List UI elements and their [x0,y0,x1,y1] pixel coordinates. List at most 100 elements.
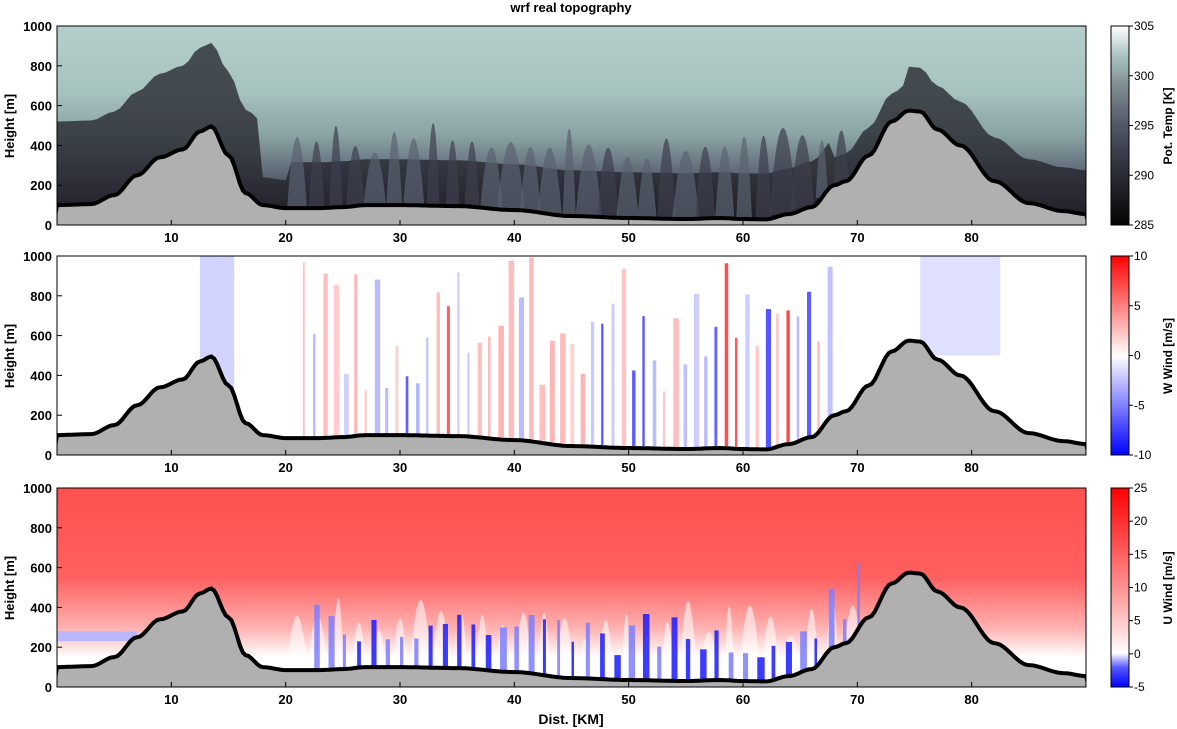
u-reverse-flow [485,635,492,671]
figure-title: wrf real topography [509,0,632,15]
u-reverse-flow [557,620,561,678]
w-updraft-streak [786,310,790,443]
colorbar-ticks: -10 -5 0 5 10 [1129,249,1152,462]
y-tick-label: 200 [30,178,52,193]
w-downdraft-streak [518,297,525,439]
w-updraft-streak [662,391,666,447]
w-downdraft-streak [385,388,389,434]
u-reverse-flow [743,653,749,682]
u-reverse-flow [657,646,662,681]
colorbar-u-wind [1110,487,1130,688]
u-reverse-flow [800,631,807,673]
x-tick-label: 50 [621,230,635,245]
w-updraft-streak [508,260,515,438]
u-weak-wind-wedge [660,621,675,681]
w-updraft-streak [302,262,305,437]
pt-plume [497,142,525,211]
colorbar-tick-label: -10 [1134,448,1152,462]
w-downdraft-streak [652,360,657,447]
pt-plume [386,131,403,206]
u-weak-wind-wedge [286,615,308,671]
u-reverse-flow [828,588,835,651]
w-downdraft-streak [601,323,604,446]
pt-plume [715,146,735,219]
x-tick-label: 70 [850,460,864,475]
pt-plume [403,138,425,206]
pt-plume [755,135,772,220]
colorbar-tick-label: 10 [1134,249,1148,263]
colorbar-tick-label: -5 [1134,680,1145,694]
y-tick-label: 400 [30,368,52,383]
w-downdraft-streak [693,293,700,447]
pt-plume [537,147,562,215]
terrain-fill [57,570,1086,687]
u-reverse-flow [471,624,476,669]
w-updraft-streak [673,318,679,447]
y-tick-label: 1000 [23,19,52,34]
u-reverse-flow [371,619,377,668]
pt-plume [833,130,850,183]
w-downdraft-streak [796,316,800,441]
colorbar-ticks: -5 0 5 10 15 20 25 [1129,481,1148,694]
y-tick-label: 200 [30,640,52,655]
y-tick-label: 600 [30,99,52,114]
x-tick-label: 80 [964,692,978,707]
x-tick-label: 80 [964,230,978,245]
w-updraft-streak [560,333,566,444]
y-tick-label: 0 [45,448,52,463]
w-updraft-streak [621,268,627,446]
w-downdraft-streak [745,294,750,448]
pt-plume [329,125,343,208]
w-downdraft-streak [807,291,812,436]
w-downdraft-streak [611,303,615,446]
colorbar-tick-label: 295 [1134,119,1154,133]
colorbar-label: W Wind [m/s] [1161,318,1175,394]
w-downdraft-streak [467,352,470,435]
pt-plume [672,150,700,220]
u-reverse-flow [728,652,734,681]
x-tick-label: 70 [850,692,864,707]
u-reverse-flow [500,627,507,672]
w-updraft-streak [436,292,440,434]
u-reverse-flow [700,649,707,681]
plot-frame [56,487,1087,688]
pt-plume [519,146,541,212]
u-reverse-flow [771,645,776,681]
plot-frame [56,25,1087,226]
u-reverse-flow [585,622,590,679]
x-tick-label: 60 [736,230,750,245]
y-tick-label: 0 [45,680,52,695]
w-updraft-streak [477,342,482,436]
w-downdraft-streak [405,376,409,434]
x-tick-label: 60 [736,692,750,707]
u-reverse-flow [785,641,792,677]
w-downdraft-streak [632,370,636,447]
pt-plume [287,137,308,209]
pt-plume [426,122,440,206]
w-updraft-streak [333,284,340,436]
u-weak-wind-wedge [332,597,344,670]
colorbar-label: U Wind [m/s] [1161,551,1175,624]
w-updraft-streak [395,345,399,434]
x-tick-label: 30 [393,692,407,707]
u-reverse-flow [814,638,818,669]
pt-plume [815,140,829,198]
x-tick-label: 40 [507,460,521,475]
colorbar-ticks: 285 290 295 300 305 [1129,19,1154,232]
w-downdraft-streak [683,364,688,448]
w-updraft-streak [529,257,534,440]
u-reverse-flow [428,625,433,668]
colorbar-tick-label: 290 [1134,168,1154,182]
x-tick-label: 20 [278,460,292,475]
u-streak-layer [57,562,860,682]
y-tick-label: 800 [30,59,52,74]
pt-plume [616,157,639,219]
pt-plume [575,144,602,217]
pt-plume [346,145,365,206]
x-tick-label: 40 [507,230,521,245]
u-reverse-flow [342,634,346,670]
